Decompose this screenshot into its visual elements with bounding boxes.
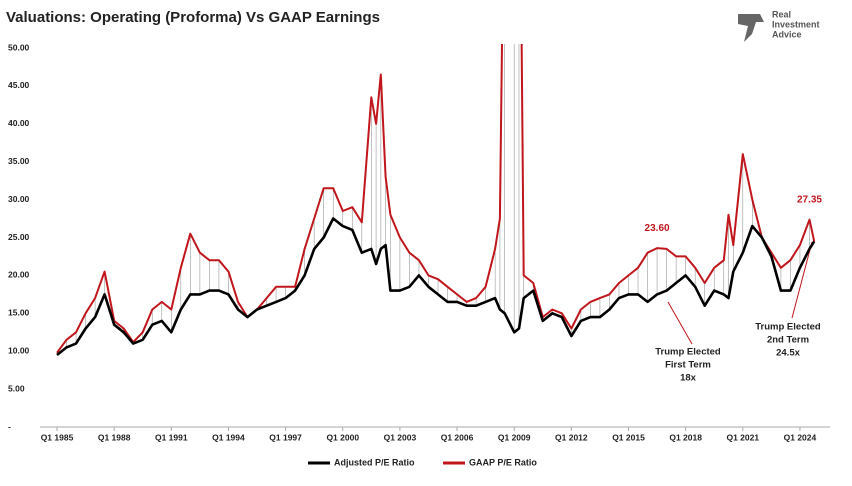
y-tick-label: 25.00 — [8, 232, 30, 242]
chart-title: Valuations: Operating (Proforma) Vs GAAP… — [6, 9, 380, 26]
y-tick-label: 15.00 — [8, 308, 30, 318]
brand-logo: Real Investment Advice — [738, 9, 820, 42]
annotation: 18x — [680, 373, 697, 384]
series-line — [56, 217, 816, 357]
x-tick-label: Q1 1994 — [212, 432, 245, 442]
brand-text: Real — [772, 9, 791, 19]
y-tick-label: 5.00 — [8, 383, 25, 393]
x-tick-label: Q1 1997 — [269, 432, 302, 442]
annotation: First Term — [665, 360, 711, 371]
x-tick-label: Q1 2015 — [612, 432, 645, 442]
y-tick-label: 50.00 — [8, 42, 30, 52]
x-tick-label: Q1 2003 — [384, 432, 417, 442]
brand-text: Investment — [772, 19, 820, 29]
brand-text: Advice — [772, 29, 802, 39]
x-tick-label: Q1 2024 — [784, 432, 817, 442]
x-tick-label: Q1 2021 — [726, 432, 759, 442]
y-tick-label: 35.00 — [8, 156, 30, 166]
legend-label: Adjusted P/E Ratio — [334, 457, 415, 467]
x-tick-label: Q1 2009 — [498, 432, 531, 442]
y-tick-label: 10.00 — [8, 345, 30, 355]
y-tick-label: 40.00 — [8, 118, 30, 128]
annotation: Trump Elected — [655, 347, 721, 358]
annotation: 24.5x — [776, 348, 800, 359]
x-tick-label: Q1 1991 — [155, 432, 188, 442]
annotation: Trump Elected — [755, 322, 821, 333]
plot-area — [56, 44, 816, 357]
annotation: 23.60 — [645, 223, 670, 234]
annotation-arrow — [667, 301, 693, 345]
annotation: 2nd Term — [767, 335, 809, 346]
annotation-arrow — [791, 241, 813, 319]
y-tick-label: 20.00 — [8, 270, 30, 280]
x-tick-label: Q1 2006 — [441, 432, 474, 442]
x-tick-label: Q1 1985 — [41, 432, 74, 442]
y-tick-label: 45.00 — [8, 80, 30, 90]
annotation: 27.35 — [797, 194, 822, 205]
x-tick-label: Q1 2018 — [669, 432, 702, 442]
x-tick-label: Q1 2012 — [555, 432, 588, 442]
series-line — [56, 44, 816, 354]
x-tick-label: Q1 1988 — [98, 432, 131, 442]
legend-label: GAAP P/E Ratio — [469, 457, 537, 467]
y-tick-label: - — [8, 421, 11, 431]
y-tick-label: 30.00 — [8, 194, 30, 204]
x-tick-label: Q1 2000 — [326, 432, 359, 442]
